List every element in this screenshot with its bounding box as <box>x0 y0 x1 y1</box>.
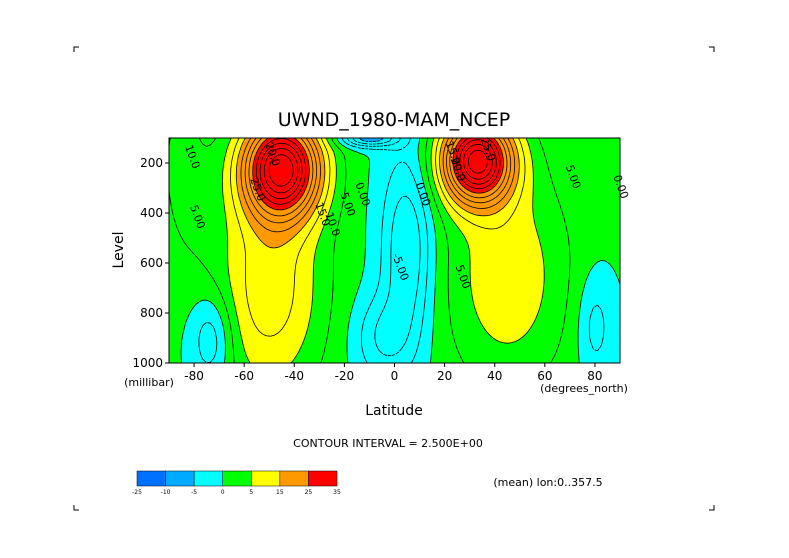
x-axis: -80 -60 -40 -20 0 20 40 60 80 <box>184 363 603 383</box>
colorbar-swatch <box>193 470 223 487</box>
contour-line <box>268 149 488 187</box>
x-tick-label: -60 <box>234 369 254 383</box>
contour-line <box>252 137 504 211</box>
contour-line <box>222 137 545 364</box>
contour-line <box>180 137 621 364</box>
crop-marks <box>73 46 715 511</box>
colorbar-label: 0 <box>221 489 225 496</box>
x-tick-label: 80 <box>587 369 602 383</box>
y-tick-label: 400 <box>140 206 163 220</box>
x-tick-label: -80 <box>184 369 204 383</box>
colorbar-label: 15 <box>276 489 284 496</box>
x-axis-units: (degrees_north) <box>540 382 628 395</box>
colorbar-label: -25 <box>132 489 142 496</box>
colorbar-label: 25 <box>305 489 313 496</box>
colorbar: -25 -10 -5 0 5 15 25 35 <box>132 470 341 496</box>
colorbar-label: 35 <box>333 489 341 496</box>
x-axis-label: Latitude <box>365 403 423 419</box>
colorbar-label: 5 <box>249 489 253 496</box>
contour-line <box>248 137 508 217</box>
x-tick-label: 20 <box>437 369 452 383</box>
y-tick-label: 200 <box>140 156 163 170</box>
y-axis-units: (millibar) <box>124 376 174 389</box>
x-tick-label: 60 <box>537 369 552 383</box>
colorbar-swatch <box>279 470 309 487</box>
contour-line <box>198 137 605 364</box>
y-tick-label: 600 <box>140 256 163 270</box>
contour-line <box>346 137 421 357</box>
contour-line <box>240 137 516 233</box>
contour-line <box>256 137 501 205</box>
colorbar-swatch <box>136 470 166 487</box>
contour-line <box>259 139 497 200</box>
plot-area: 10.0 20.025.015.010.05.000.005.00-5.000.0… <box>168 136 631 364</box>
y-tick-label: 800 <box>140 306 163 320</box>
x-tick-label: 40 <box>487 369 502 383</box>
chart-title: UWND_1980-MAM_NCEP <box>278 109 510 131</box>
contour-line <box>168 137 571 364</box>
contour-line <box>244 137 512 224</box>
colorbar-swatch <box>222 470 252 487</box>
colorbar-label: -10 <box>161 489 171 496</box>
y-tick-label: 1000 <box>132 356 163 370</box>
x-tick-label: 0 <box>391 369 399 383</box>
contour-interval: CONTOUR INTERVAL = 2.500E+00 <box>293 437 483 450</box>
x-tick-label: -40 <box>284 369 304 383</box>
colorbar-swatch <box>251 470 281 487</box>
contour-lines <box>168 137 621 364</box>
x-tick-label: -20 <box>335 369 355 383</box>
y-axis-label: Level <box>111 232 127 269</box>
y-axis: 200 400 600 800 1000 <box>132 156 169 370</box>
contour-line <box>230 137 526 337</box>
contour-line <box>263 143 493 194</box>
mean-info: (mean) lon:0..357.5 <box>493 476 602 489</box>
contour-line <box>235 137 520 249</box>
colorbar-swatch <box>308 470 338 487</box>
colorbar-label: -5 <box>191 489 197 496</box>
colorbar-swatch <box>165 470 195 487</box>
contour-field <box>169 138 620 363</box>
